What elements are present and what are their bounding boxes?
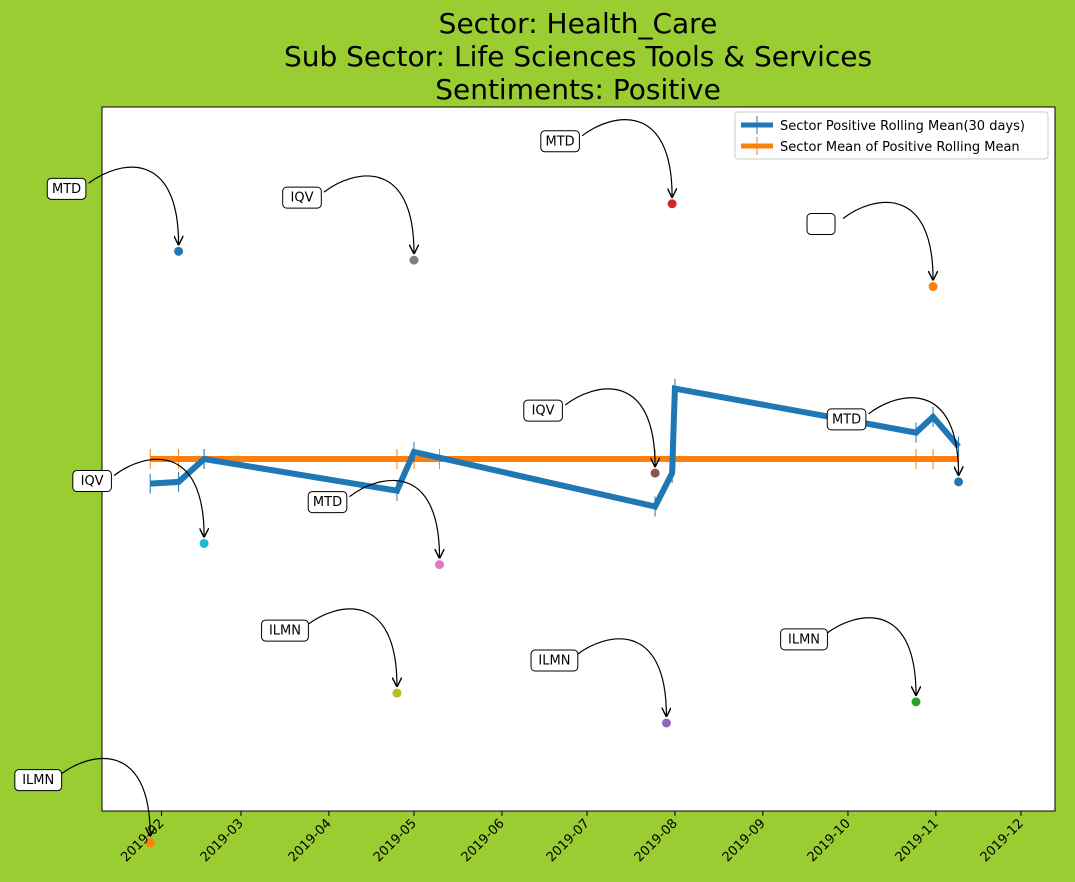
- annotation-arrow: [842, 201, 933, 279]
- annotation-arrow: [306, 608, 397, 686]
- annotation-box: [780, 628, 828, 651]
- annotation-arrow: [59, 758, 150, 836]
- annotation-arrow: [868, 397, 959, 475]
- x-tick-label: 2019-04: [286, 816, 335, 865]
- annotation-label: IQV: [532, 404, 555, 419]
- annotation-arrow: [88, 166, 179, 244]
- legend-label-series-2: Sector Mean of Positive Rolling Mean: [780, 140, 1020, 155]
- x-tick-label: 2019-07: [544, 816, 593, 865]
- annotation-box: [261, 619, 309, 642]
- annotation-box: [46, 177, 87, 200]
- x-tick-label: 2019-08: [632, 816, 681, 865]
- data-point: [954, 477, 964, 487]
- annotation-box: [806, 213, 836, 236]
- annotation-arrow: [564, 388, 655, 466]
- annotation-arrow: [825, 617, 916, 695]
- annotation-label: IQV: [291, 191, 314, 206]
- x-tick-label: 2019-09: [720, 816, 769, 865]
- x-tick-label: 2019-12: [978, 816, 1027, 865]
- annotation-label: IQV: [81, 474, 104, 489]
- data-point: [199, 538, 209, 548]
- annotation-box: [540, 130, 580, 153]
- annotation-arrow: [576, 638, 666, 716]
- annotation-arrow: [323, 175, 414, 253]
- x-tick-label: 2019-03: [198, 816, 247, 865]
- data-point: [145, 838, 155, 848]
- annotation-label: ILMN: [538, 654, 570, 669]
- annotation-label: ILMN: [269, 624, 301, 639]
- data-point: [911, 697, 921, 707]
- annotation-arrow: [581, 119, 672, 197]
- chart-title: Sector: Health_Care Sub Sector: Life Sci…: [284, 7, 872, 106]
- x-tick-label: 2019-05: [371, 816, 420, 865]
- annotation-box: [826, 408, 867, 431]
- annotation-label: ILMN: [22, 773, 54, 788]
- annotation-label: ILMN: [788, 632, 820, 647]
- data-point: [392, 688, 402, 698]
- data-point: [661, 718, 671, 728]
- data-point: [174, 246, 184, 256]
- annotation-box: [14, 769, 63, 792]
- annotation-label: MTD: [313, 495, 342, 510]
- x-tick-label: 2019-06: [459, 816, 508, 865]
- legend-box: [734, 111, 1049, 160]
- annotation-label: MTD: [546, 134, 575, 149]
- data-point: [650, 468, 660, 478]
- data-point: [928, 282, 938, 292]
- annotation-box: [530, 649, 579, 672]
- legend: Sector Positive Rolling Mean(30 days) Se…: [734, 111, 1049, 160]
- x-tick-label: 2019-02: [118, 816, 167, 865]
- data-point: [435, 560, 445, 570]
- annotation-arrow: [113, 458, 204, 536]
- annotation-box: [282, 186, 322, 209]
- x-axis: 2019-02 2019-03 2019-04 2019-05 2019-06 2019-…: [118, 811, 1027, 865]
- data-point: [409, 255, 419, 265]
- data-point: [667, 199, 677, 209]
- annotation-label: MTD: [832, 412, 861, 427]
- title-line-1: Sector: Health_Care: [439, 7, 718, 40]
- x-tick-label: 2019-11: [893, 816, 942, 865]
- series-layer: [149, 378, 961, 517]
- annotation-arrow: [349, 479, 440, 557]
- annotation-label: MTD: [52, 182, 81, 197]
- title-line-2: Sub Sector: Life Sciences Tools & Servic…: [284, 40, 872, 73]
- annotation-box: [307, 491, 348, 514]
- x-tick-label: 2019-10: [805, 816, 854, 865]
- annotation-layer: MTD IQV ILMN IQV MTD ILMN MTD IQV ILMN MTD ILMN: [14, 119, 959, 836]
- legend-label-series-1: Sector Positive Rolling Mean(30 days): [780, 119, 1025, 134]
- annotation-box: [72, 469, 112, 492]
- points-layer: [145, 199, 964, 848]
- annotation-box: [523, 399, 563, 422]
- title-line-3: Sentiments: Positive: [435, 73, 721, 106]
